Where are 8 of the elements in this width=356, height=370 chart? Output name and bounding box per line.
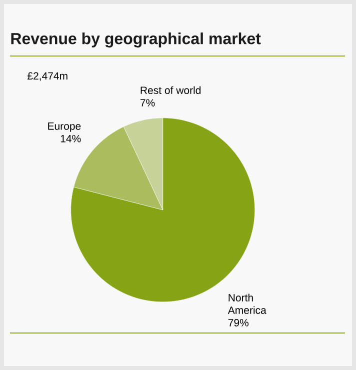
data-label: 79% [228,319,249,326]
data-label: 14% [60,134,81,142]
slice-label: North America [228,294,266,314]
text: £2,474m [27,72,68,81]
data-label: 7% [140,99,155,106]
chart-title: Revenue by geographical market [11,32,261,48]
slice-label: Rest of world [140,86,201,94]
slice-label: Europe [48,122,81,132]
